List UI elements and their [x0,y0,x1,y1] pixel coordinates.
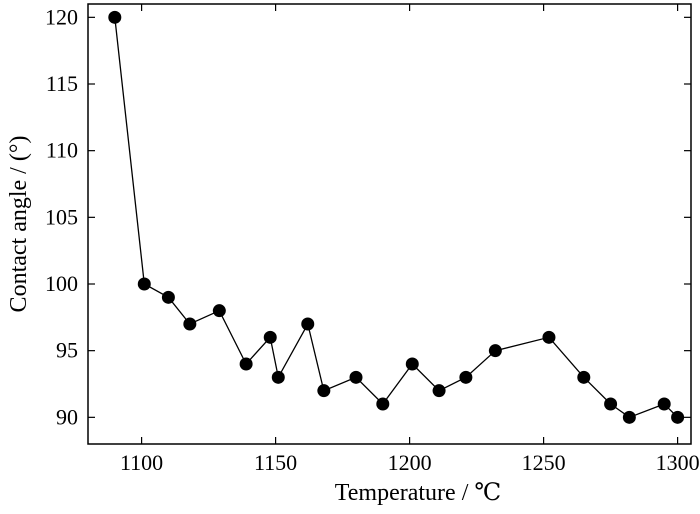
y-tick-label: 100 [45,271,78,296]
data-point [161,290,175,304]
y-axis-ticks: 90 95 100 105 110 115 120 [45,4,691,429]
y-tick-label: 115 [46,71,78,96]
data-point [459,370,473,384]
y-tick-label: 120 [45,4,78,29]
x-axis-ticks: 1100 1150 1200 1250 1300 [120,4,700,475]
data-point [376,397,390,411]
data-point [301,317,315,331]
data-point [317,384,331,398]
data-point [432,384,446,398]
data-point [239,357,253,371]
data-point [137,277,151,291]
x-tick-label: 1300 [656,450,700,475]
x-axis-title: Temperature / ℃ [335,480,501,506]
data-point [183,317,197,331]
data-point [271,370,285,384]
y-axis-title: Contact angle / (°) [6,136,32,313]
data-point [577,370,591,384]
data-point [405,357,419,371]
data-point [622,410,636,424]
x-tick-label: 1200 [388,450,432,475]
data-point [604,397,618,411]
data-point [542,330,556,344]
data-point [349,370,363,384]
data-point [263,330,277,344]
series-line [114,17,679,419]
series-layer [108,10,685,424]
y-tick-label: 90 [56,404,78,429]
x-tick-label: 1100 [120,450,163,475]
x-tick-label: 1250 [522,450,566,475]
x-tick-label: 1150 [254,450,297,475]
data-point [108,10,122,24]
y-tick-label: 110 [46,138,78,163]
plot-frame [87,3,692,445]
data-point [212,304,226,318]
y-tick-label: 105 [45,204,78,229]
data-point [488,344,502,358]
y-tick-label: 95 [56,338,78,363]
data-point [657,397,671,411]
data-point [671,410,685,424]
